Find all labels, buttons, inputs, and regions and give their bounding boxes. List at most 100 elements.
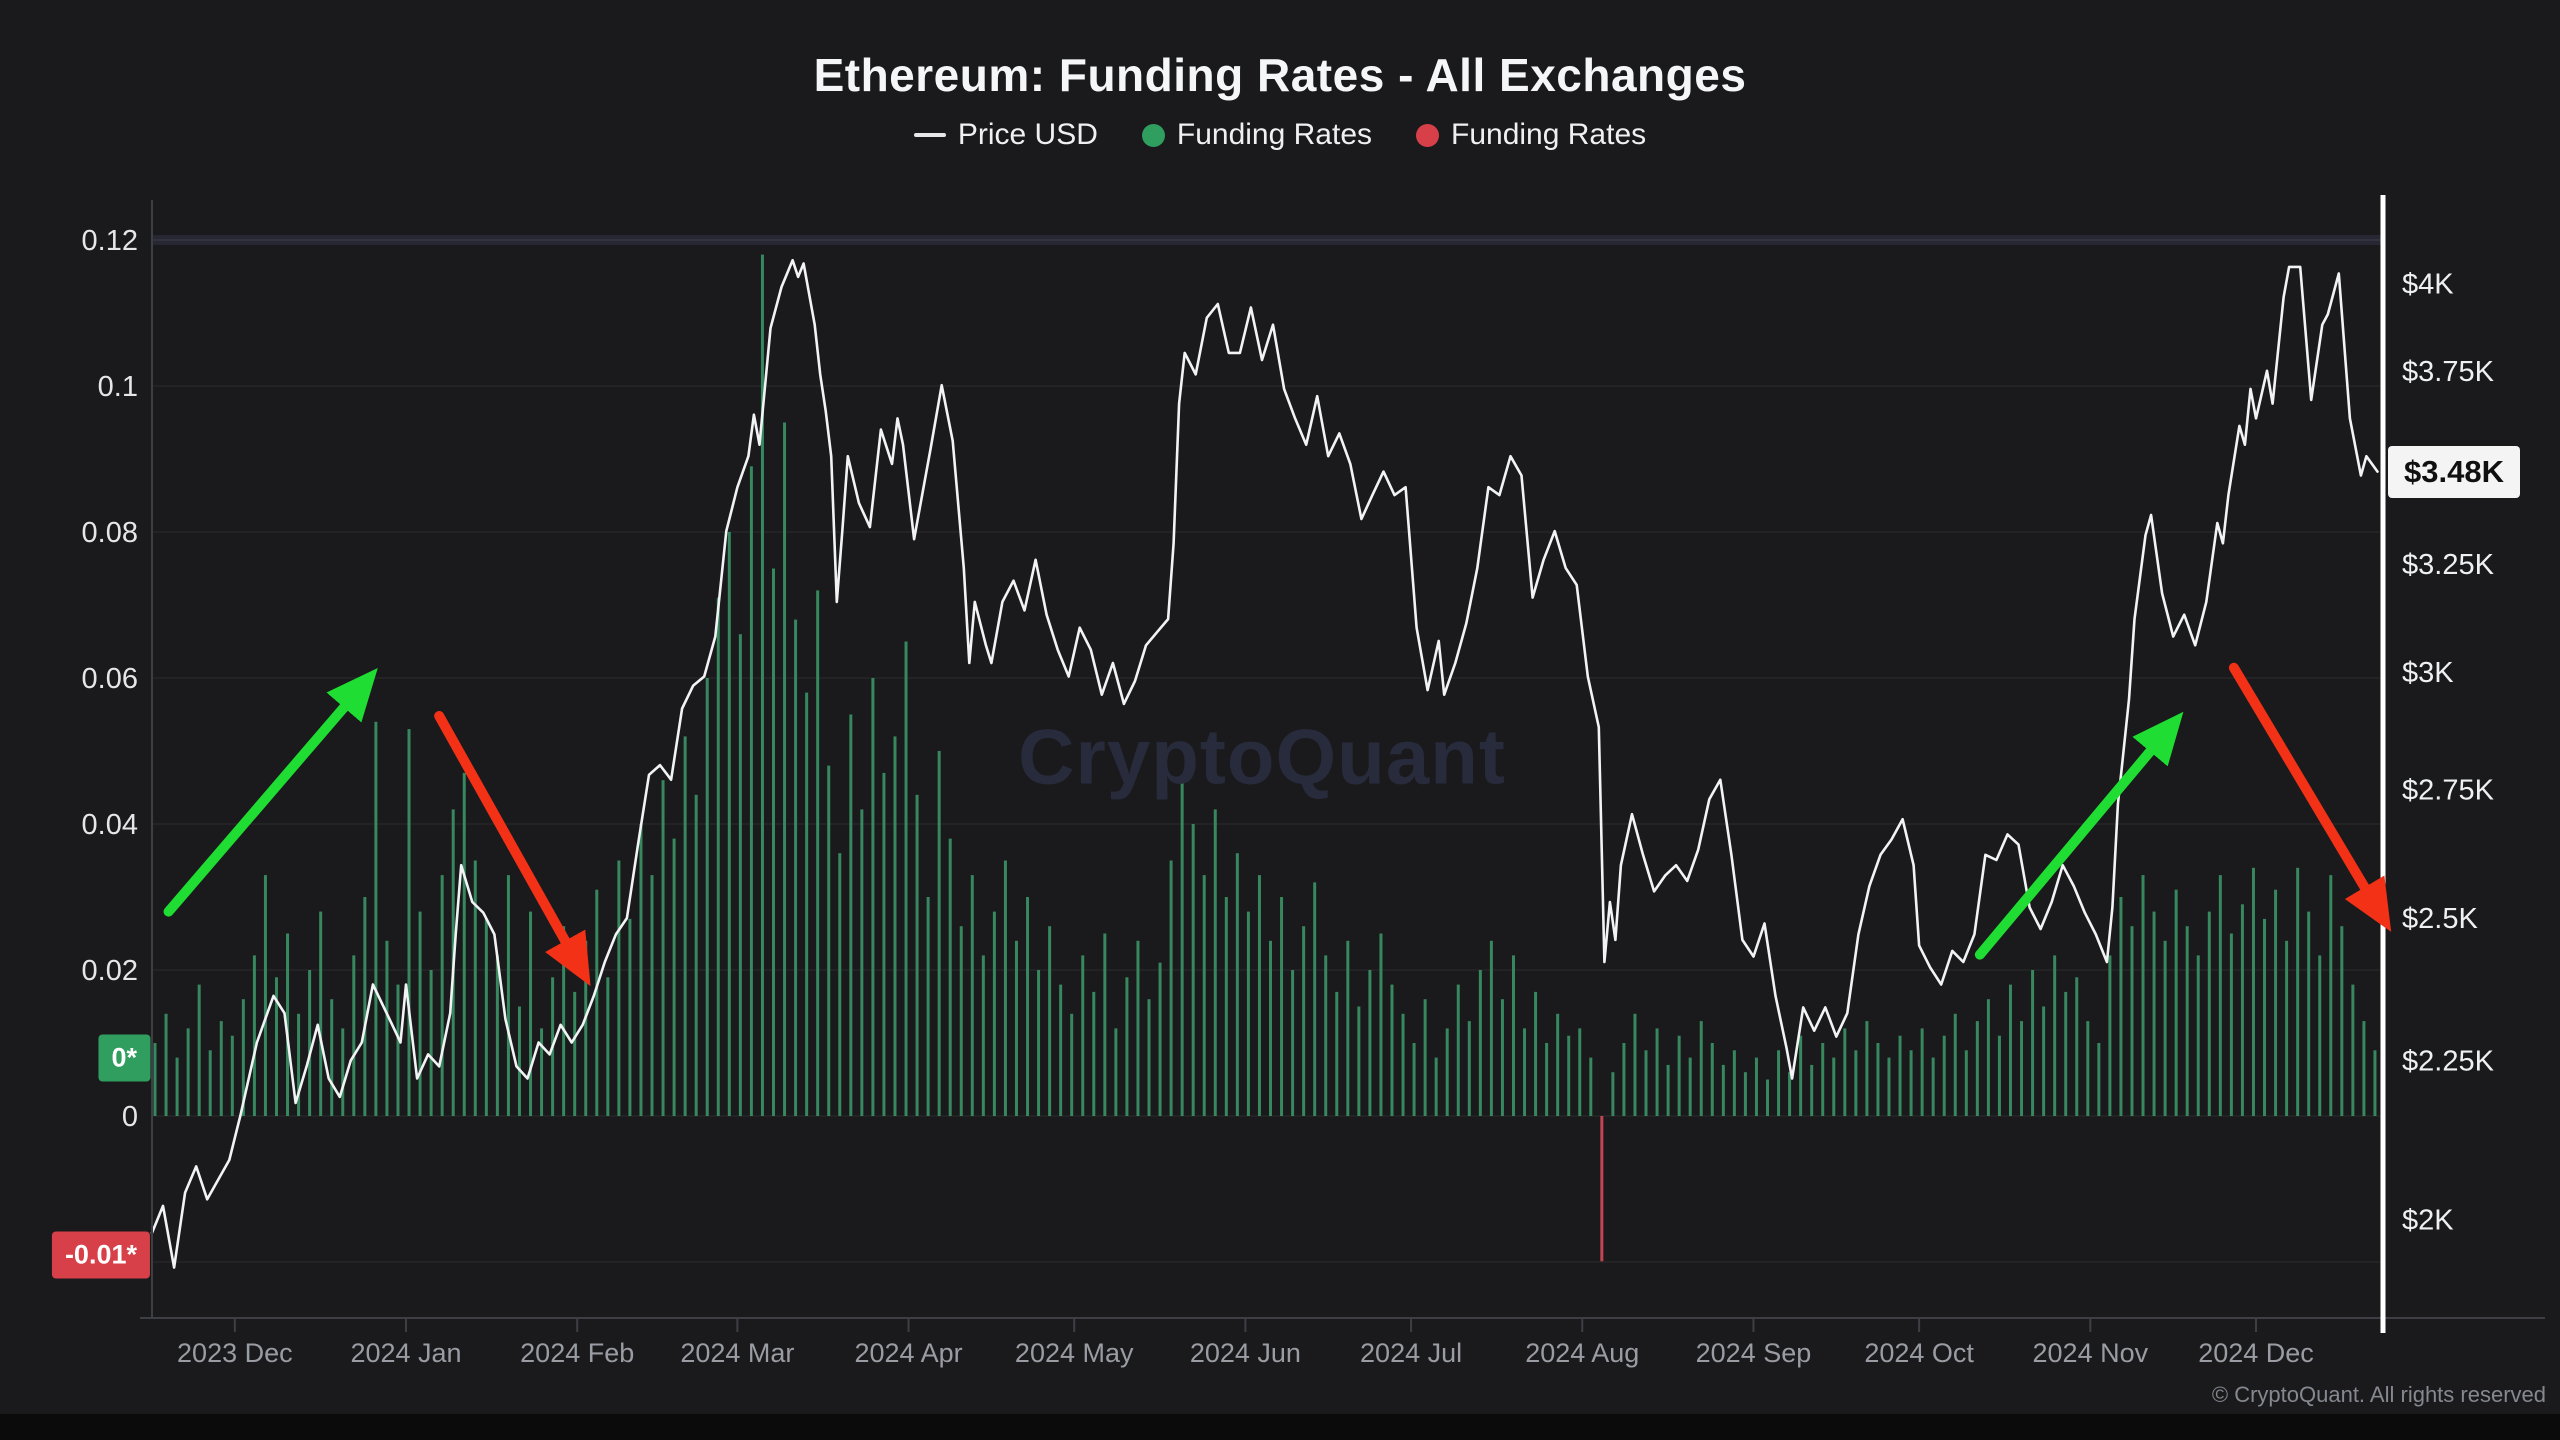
funding-bar[interactable]: [1114, 1028, 1118, 1116]
funding-bar[interactable]: [2119, 897, 2123, 1116]
funding-bar[interactable]: [904, 641, 908, 1117]
funding-bar[interactable]: [672, 838, 676, 1116]
funding-bar[interactable]: [2008, 984, 2012, 1116]
funding-bar[interactable]: [1964, 1050, 1968, 1116]
funding-bar[interactable]: [197, 984, 201, 1116]
funding-bar[interactable]: [1070, 1013, 1074, 1116]
funding-bar[interactable]: [2285, 940, 2289, 1116]
funding-bar[interactable]: [1478, 970, 1482, 1116]
funding-bar[interactable]: [407, 729, 411, 1116]
funding-bar[interactable]: [871, 678, 875, 1116]
funding-bar[interactable]: [783, 422, 787, 1117]
funding-bar[interactable]: [352, 955, 356, 1116]
funding-bar[interactable]: [705, 678, 709, 1116]
funding-bar[interactable]: [573, 991, 577, 1116]
funding-bar[interactable]: [1887, 1057, 1891, 1116]
funding-bar[interactable]: [2196, 955, 2200, 1116]
funding-bar[interactable]: [1788, 1072, 1792, 1116]
funding-bar[interactable]: [1832, 1057, 1836, 1116]
funding-bar[interactable]: [1059, 984, 1063, 1116]
funding-bar[interactable]: [540, 1028, 544, 1116]
funding-bar[interactable]: [1379, 933, 1383, 1117]
funding-bar[interactable]: [2185, 926, 2189, 1116]
funding-bar[interactable]: [1467, 1021, 1471, 1116]
funding-bar[interactable]: [970, 875, 974, 1116]
funding-bar[interactable]: [1644, 1050, 1648, 1116]
funding-bar[interactable]: [1589, 1057, 1593, 1116]
funding-bar[interactable]: [319, 911, 323, 1116]
funding-bar[interactable]: [2229, 933, 2233, 1117]
funding-bar[interactable]: [2174, 889, 2178, 1116]
funding-bar[interactable]: [2296, 867, 2300, 1116]
funding-bar[interactable]: [1147, 999, 1151, 1116]
funding-bar[interactable]: [959, 926, 963, 1116]
funding-bar[interactable]: [2031, 970, 2035, 1116]
funding-bar[interactable]: [1799, 1035, 1803, 1116]
funding-bar[interactable]: [1622, 1043, 1626, 1116]
funding-bar[interactable]: [749, 466, 753, 1116]
funding-bar[interactable]: [2263, 918, 2267, 1116]
funding-bar[interactable]: [1357, 1006, 1361, 1117]
funding-bar[interactable]: [1997, 1035, 2001, 1116]
funding-bar[interactable]: [2373, 1050, 2377, 1116]
funding-bar[interactable]: [1423, 999, 1427, 1116]
funding-bar[interactable]: [1014, 940, 1018, 1116]
funding-bar[interactable]: [2351, 984, 2355, 1116]
funding-bar[interactable]: [683, 736, 687, 1116]
funding-bar[interactable]: [1434, 1057, 1438, 1116]
funding-bar[interactable]: [1777, 1050, 1781, 1116]
funding-bar[interactable]: [1103, 933, 1107, 1117]
funding-bar[interactable]: [1269, 940, 1272, 1116]
funding-bar[interactable]: [1854, 1050, 1858, 1116]
funding-bar[interactable]: [1545, 1043, 1549, 1116]
funding-bar[interactable]: [2163, 940, 2167, 1116]
funding-bar[interactable]: [517, 1006, 521, 1117]
funding-bar[interactable]: [1567, 1035, 1571, 1116]
funding-bar[interactable]: [1246, 911, 1250, 1116]
funding-bar[interactable]: [2042, 1006, 2046, 1117]
funding-bar[interactable]: [1865, 1021, 1869, 1116]
funding-bar[interactable]: [1633, 1013, 1637, 1116]
funding-bar[interactable]: [948, 838, 952, 1116]
funding-bar[interactable]: [274, 977, 278, 1116]
funding-bar[interactable]: [860, 809, 864, 1116]
funding-bar[interactable]: [2274, 889, 2278, 1116]
funding-bar[interactable]: [893, 736, 897, 1116]
funding-bar[interactable]: [263, 875, 267, 1116]
legend-item-funding-negative[interactable]: Funding Rates: [1416, 118, 1646, 152]
funding-bar[interactable]: [1169, 860, 1173, 1117]
funding-bar[interactable]: [1500, 999, 1504, 1116]
funding-bar[interactable]: [727, 532, 731, 1116]
funding-bar[interactable]: [1456, 984, 1460, 1116]
funding-bar[interactable]: [617, 860, 621, 1117]
funding-bar[interactable]: [308, 970, 312, 1116]
funding-bar[interactable]: [2086, 1021, 2090, 1116]
funding-bar[interactable]: [1489, 940, 1493, 1116]
funding-bar[interactable]: [1986, 999, 1990, 1116]
funding-bar[interactable]: [175, 1057, 179, 1116]
funding-bar[interactable]: [1280, 897, 1284, 1116]
funding-bar[interactable]: [1810, 1064, 1814, 1116]
funding-bar[interactable]: [1302, 926, 1306, 1116]
funding-bar[interactable]: [849, 714, 853, 1117]
funding-bar[interactable]: [1202, 875, 1206, 1116]
funding-bar[interactable]: [1655, 1028, 1659, 1116]
funding-bar[interactable]: [495, 955, 499, 1116]
funding-bar[interactable]: [396, 984, 400, 1116]
funding-bar[interactable]: [2152, 911, 2156, 1116]
funding-bar[interactable]: [1611, 1072, 1615, 1116]
funding-bar[interactable]: [915, 794, 919, 1116]
funding-bar[interactable]: [1026, 897, 1030, 1116]
funding-bar[interactable]: [1953, 1013, 1957, 1116]
funding-bar[interactable]: [330, 999, 334, 1116]
funding-bar[interactable]: [2064, 991, 2068, 1116]
legend-item-funding-positive[interactable]: Funding Rates: [1141, 118, 1372, 152]
funding-bar[interactable]: [1313, 882, 1317, 1116]
funding-bar[interactable]: [529, 911, 533, 1116]
funding-bar[interactable]: [1534, 991, 1538, 1116]
funding-bar[interactable]: [2307, 911, 2311, 1116]
funding-bar[interactable]: [418, 911, 422, 1116]
funding-bar[interactable]: [1754, 1057, 1758, 1116]
funding-bar[interactable]: [506, 875, 510, 1116]
funding-bar[interactable]: [816, 590, 820, 1116]
